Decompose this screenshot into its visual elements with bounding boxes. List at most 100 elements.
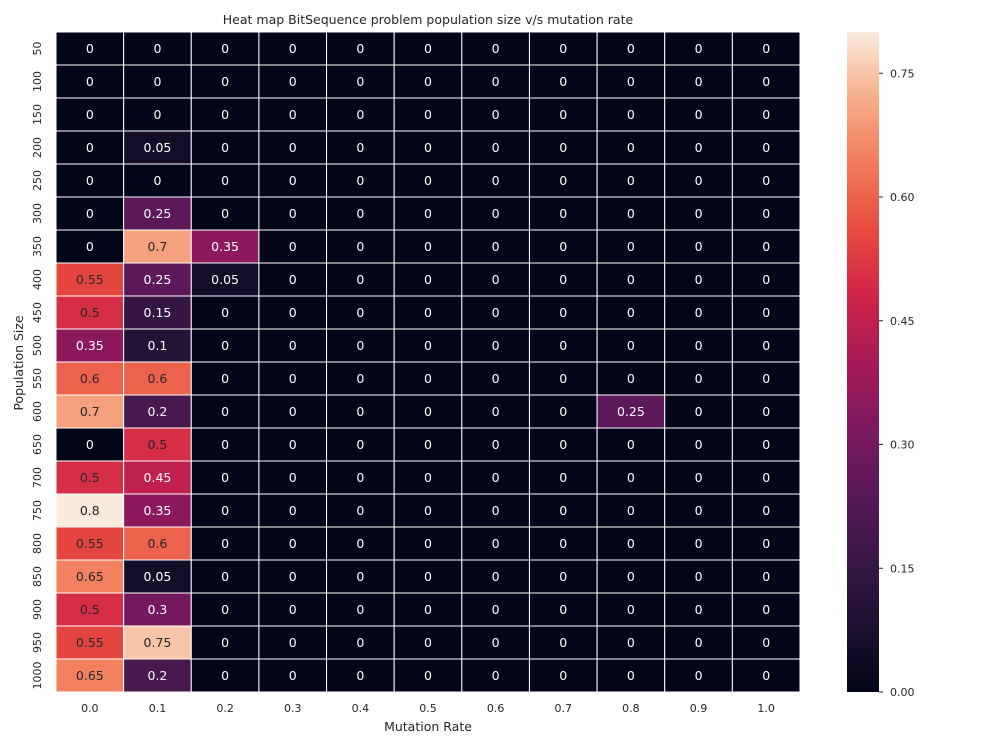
heatmap-cell	[326, 361, 395, 396]
heatmap-cell	[596, 361, 666, 396]
cell-value-label: 0	[695, 272, 703, 287]
y-tick-label: 900	[31, 599, 44, 620]
cell-value-label: 0	[492, 305, 500, 320]
cell-value-label: 0	[627, 536, 635, 551]
colorbar-tick-label: 0.15	[890, 562, 915, 575]
heatmap-cell	[528, 625, 598, 660]
cell-value-label: 0	[762, 437, 770, 452]
cell-value-label: 0	[762, 569, 770, 584]
heatmap-cell	[393, 394, 463, 429]
heatmap-cell	[393, 130, 463, 165]
cell-value-label: 0	[492, 536, 500, 551]
heatmap-cell	[190, 295, 260, 330]
heatmap-cell	[326, 658, 395, 693]
cell-value-label: 0.5	[148, 437, 168, 452]
cell-value-label: 0	[289, 239, 297, 254]
cell-value-label: 0	[762, 272, 770, 287]
x-tick-label: 1.0	[757, 702, 775, 715]
heatmap-cell	[393, 328, 463, 363]
cell-value-label: 0	[559, 74, 567, 89]
cell-value-label: 0	[492, 404, 500, 419]
cell-value-label: 0	[627, 41, 635, 56]
cell-value-label: 0	[289, 74, 297, 89]
cell-value-label: 0	[492, 338, 500, 353]
cell-value-label: 0	[492, 206, 500, 221]
heatmap-cell	[393, 196, 463, 231]
heatmap-cell	[731, 163, 801, 198]
heatmap-cell	[461, 163, 530, 198]
heatmap-cell	[55, 229, 125, 264]
cell-value-label: 0	[627, 635, 635, 650]
heatmap-cell	[55, 64, 125, 99]
cell-value-label: 0.7	[80, 404, 100, 419]
cell-value-label: 0	[627, 668, 635, 683]
heatmap-cell	[596, 196, 666, 231]
cell-value-label: 0	[492, 602, 500, 617]
heatmap-cell	[393, 163, 463, 198]
heatmap-cell	[258, 262, 328, 297]
cell-value-label: 0	[559, 173, 567, 188]
cell-value-label: 0	[221, 371, 229, 386]
heatmap-cell	[123, 592, 192, 627]
heatmap-cell	[461, 130, 530, 165]
heatmap-cell	[664, 163, 733, 198]
x-axis-ticks: 0.0 0.1 0.2 0.3 0.4 0.5 0.6 0.7 0.8 0.9 1.0	[81, 702, 775, 715]
cell-value-label: 0	[695, 470, 703, 485]
heatmap-cell	[596, 460, 666, 495]
x-tick-label: 0.8	[622, 702, 640, 715]
cell-value-label: 0	[424, 305, 432, 320]
x-axis-label: Mutation Rate	[384, 719, 472, 734]
cell-value-label: 0.2	[148, 668, 168, 683]
cell-value-label: 0	[695, 338, 703, 353]
heatmap-cell	[123, 262, 192, 297]
cell-value-label: 0	[153, 173, 161, 188]
heatmap-cell	[731, 262, 801, 297]
cell-value-label: 0	[424, 503, 432, 518]
cell-value-label: 0	[762, 602, 770, 617]
heatmap-cell	[731, 460, 801, 495]
cell-value-label: 0	[559, 569, 567, 584]
cell-value-label: 0	[221, 41, 229, 56]
cell-value-label: 0.5	[80, 470, 100, 485]
heatmap-cell	[123, 163, 192, 198]
heatmap-cell	[55, 295, 125, 330]
heatmap-cell	[55, 526, 125, 561]
heatmap-cell	[461, 262, 530, 297]
x-tick-label: 0.1	[149, 702, 167, 715]
heatmap-cell	[461, 493, 530, 528]
cell-value-label: 0	[289, 206, 297, 221]
cell-value-label: 0	[627, 107, 635, 122]
cell-value-label: 0	[492, 173, 500, 188]
cell-value-label: 0	[559, 668, 567, 683]
heatmap-cell	[190, 427, 260, 462]
cell-value-label: 0.55	[76, 635, 104, 650]
cell-value-label: 0	[492, 371, 500, 386]
heatmap-cell	[190, 493, 260, 528]
cell-value-label: 0	[424, 140, 432, 155]
cell-value-label: 0	[289, 569, 297, 584]
cell-value-label: 0	[289, 140, 297, 155]
heatmap-cell	[596, 295, 666, 330]
cell-value-label: 0	[289, 536, 297, 551]
cell-value-label: 0	[289, 272, 297, 287]
cell-value-label: 0	[356, 173, 364, 188]
cell-value-label: 0	[356, 569, 364, 584]
cell-value-label: 0.35	[76, 338, 104, 353]
y-tick-label: 250	[31, 170, 44, 191]
cell-value-label: 0	[559, 140, 567, 155]
heatmap-cell	[664, 130, 733, 165]
cell-value-label: 0	[356, 404, 364, 419]
cell-value-label: 0	[424, 272, 432, 287]
heatmap-cell	[461, 64, 530, 99]
heatmap-cell	[731, 31, 801, 66]
y-tick-label: 450	[31, 302, 44, 323]
cell-value-label: 0	[695, 536, 703, 551]
cell-value-label: 0	[356, 272, 364, 287]
cell-value-label: 0	[559, 41, 567, 56]
cell-value-label: 0	[424, 470, 432, 485]
heatmap-cell	[528, 394, 598, 429]
y-tick-label: 400	[31, 269, 44, 290]
cell-value-label: 0	[627, 470, 635, 485]
cell-value-label: 0	[627, 173, 635, 188]
cell-value-label: 0	[492, 272, 500, 287]
